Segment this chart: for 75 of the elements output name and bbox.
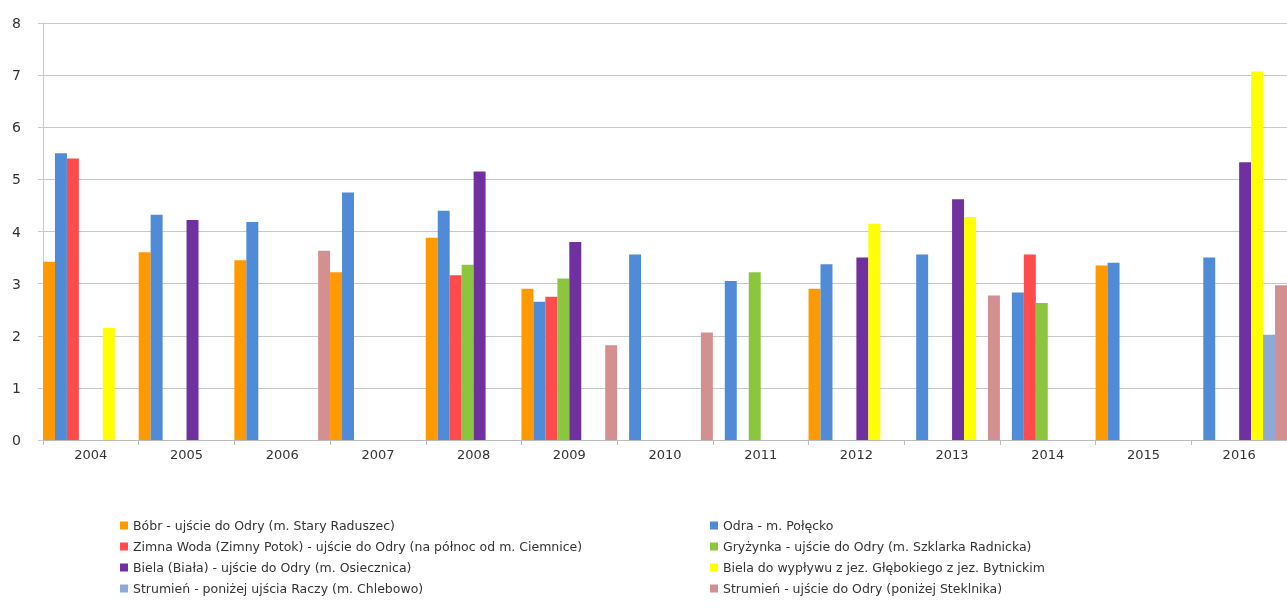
bar xyxy=(533,301,546,440)
y-tick-label: 2 xyxy=(12,327,21,344)
x-tick-label: 2016 xyxy=(1222,447,1256,462)
bar xyxy=(1251,71,1264,440)
bar xyxy=(1011,292,1024,440)
bar xyxy=(569,241,582,440)
bar xyxy=(1035,302,1048,440)
legend-label: Strumień - poniżej ujścia Raczy (m. Chlebowo) xyxy=(133,581,424,596)
y-tick-label: 5 xyxy=(12,171,21,188)
bar xyxy=(1095,265,1108,440)
bar xyxy=(700,332,713,440)
bar xyxy=(987,295,1000,440)
bar xyxy=(43,261,55,440)
x-tick-label: 2009 xyxy=(552,447,586,462)
legend-label: Biela do wypływu z jez. Głębokiego z jez. Bytnickim xyxy=(723,560,1045,575)
bar xyxy=(234,260,247,440)
x-tick-label: 2014 xyxy=(1031,447,1065,462)
x-tick-label: 2010 xyxy=(648,447,682,462)
bar xyxy=(1023,254,1036,440)
bar xyxy=(186,220,199,440)
bar xyxy=(808,288,821,440)
x-tick-label: 2006 xyxy=(265,447,299,462)
x-tick-label: 2007 xyxy=(361,447,395,462)
x-tick-label: 2015 xyxy=(1126,447,1161,462)
bar xyxy=(138,252,151,440)
bar xyxy=(868,223,881,440)
y-tick-label: 4 xyxy=(12,223,22,240)
bar xyxy=(964,216,976,440)
bar xyxy=(856,257,869,440)
x-tick-label: 2008 xyxy=(457,447,491,462)
y-tick-label: 7 xyxy=(12,67,21,84)
y-tick-label: 3 xyxy=(12,275,21,292)
bar xyxy=(102,327,115,440)
bar xyxy=(952,199,965,440)
bar xyxy=(342,192,354,440)
bar xyxy=(425,237,438,440)
bar xyxy=(605,345,618,440)
bar xyxy=(1263,334,1276,440)
x-tick-label: 2005 xyxy=(169,447,204,462)
bar xyxy=(916,254,929,440)
bar xyxy=(66,158,79,440)
legend-label: Strumień - ujście do Odry (poniżej Steklnika) xyxy=(723,581,1003,596)
legend-label: Odra - m. Połęcko xyxy=(723,518,834,533)
bar xyxy=(557,278,570,440)
bar xyxy=(150,214,163,440)
bar xyxy=(54,153,67,440)
bar xyxy=(820,264,833,440)
bar xyxy=(473,171,486,440)
bar xyxy=(246,222,259,440)
legend-label: Zimna Woda (Zimny Potok) - ujście do Odry (na północ od m. Ciemnice) xyxy=(133,539,583,554)
y-tick-label: 6 xyxy=(12,119,22,136)
bar xyxy=(461,264,474,440)
bar xyxy=(1203,257,1216,440)
bar xyxy=(1239,162,1252,440)
x-tick-label: 2011 xyxy=(744,447,778,462)
x-tick-label: 2012 xyxy=(839,447,873,462)
y-tick-label: 8 xyxy=(12,15,21,31)
y-tick-label: 1 xyxy=(12,379,21,396)
bar xyxy=(330,272,343,440)
legend-label: Gryżynka - ujście do Odry (m. Szklarka Radnicka) xyxy=(723,539,1032,554)
y-tick-label: 0 xyxy=(12,432,21,448)
bar xyxy=(1107,262,1120,440)
legend-label: Biela (Biała) - ujście do Odry (m. Osiecznica) xyxy=(133,560,412,575)
bar xyxy=(1275,285,1287,440)
bar xyxy=(748,272,761,440)
x-tick-label: 2004 xyxy=(74,447,108,462)
bar xyxy=(629,254,642,440)
bar xyxy=(545,296,558,440)
bar xyxy=(437,210,450,440)
x-tick-label: 2013 xyxy=(935,447,969,462)
legend-label: Bóbr - ujście do Odry (m. Stary Raduszec) xyxy=(133,518,395,533)
bar xyxy=(449,275,462,440)
bar xyxy=(521,288,534,440)
bar xyxy=(724,281,737,440)
bar xyxy=(318,250,331,440)
